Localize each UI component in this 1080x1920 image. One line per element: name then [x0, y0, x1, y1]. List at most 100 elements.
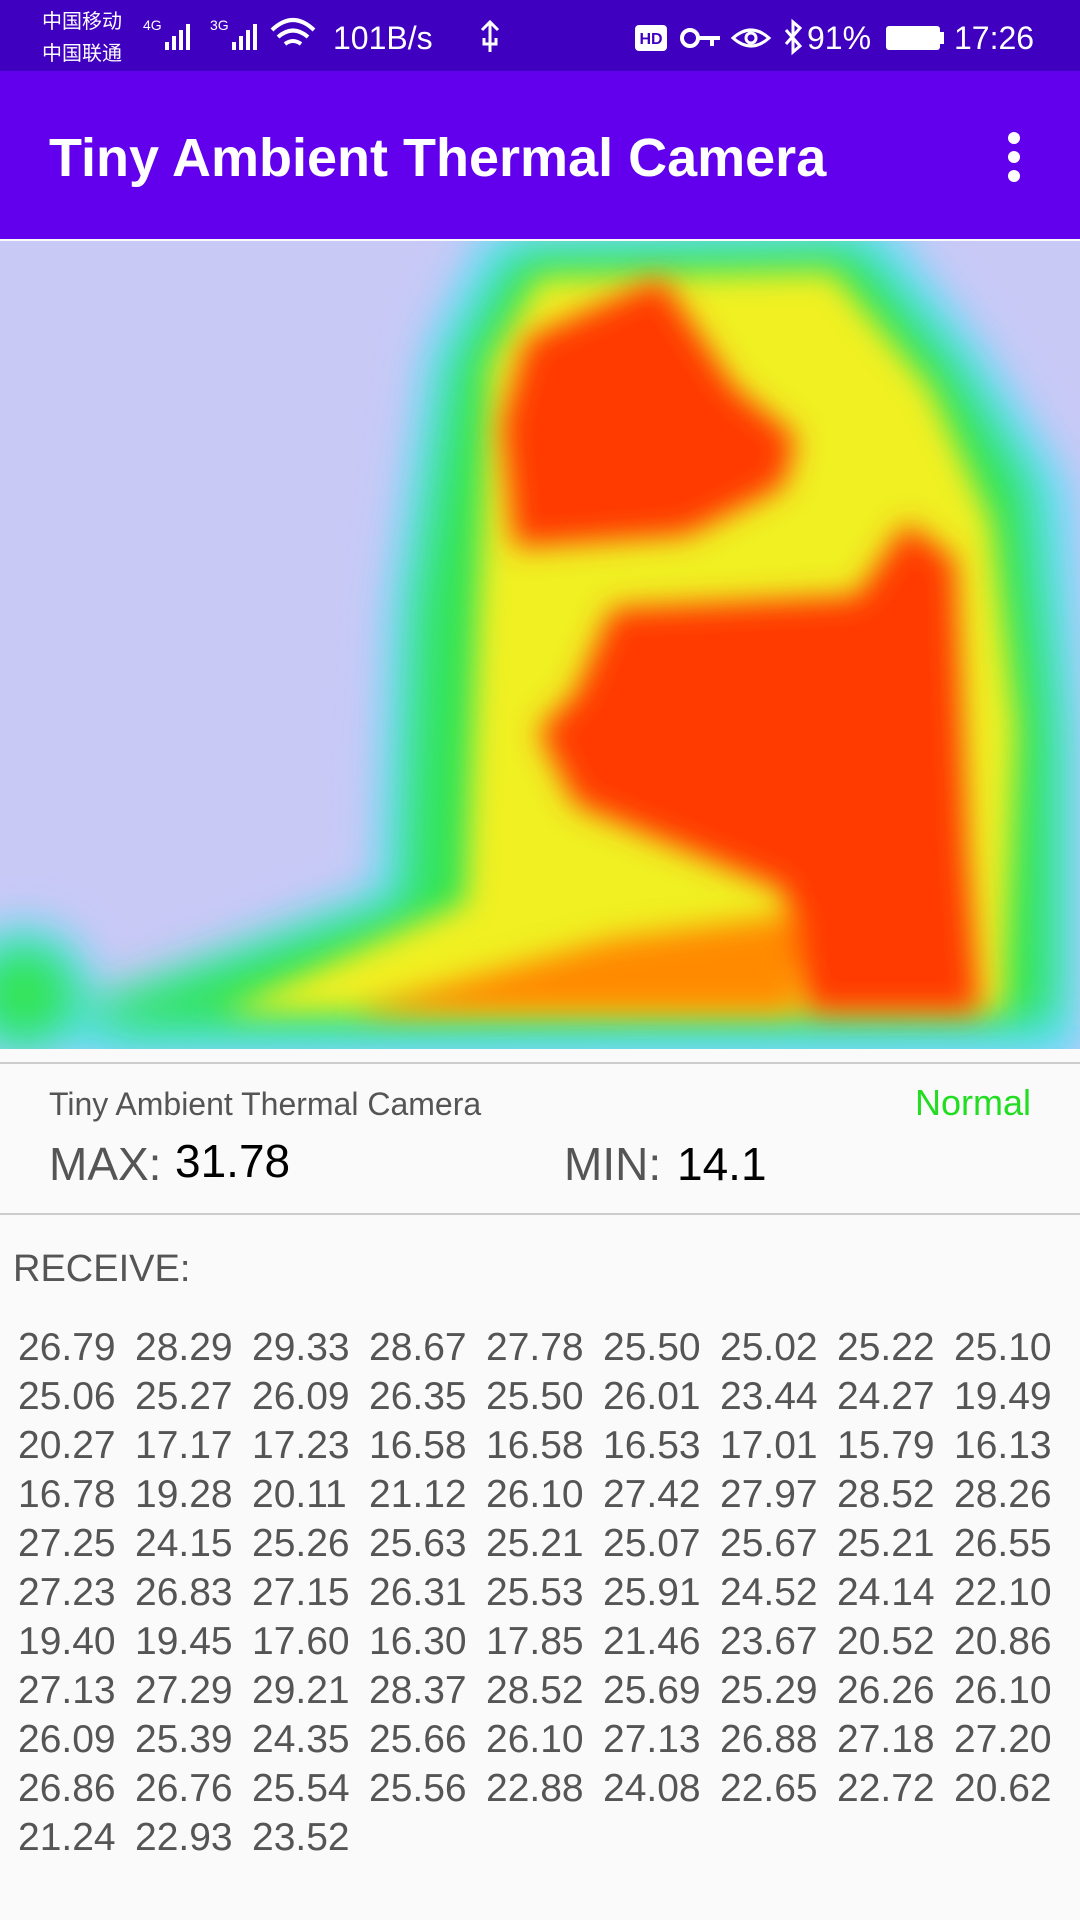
- receive-value: 20.52: [837, 1620, 935, 1663]
- receive-value: 26.35: [369, 1375, 467, 1418]
- receive-value: 21.12: [369, 1473, 467, 1516]
- receive-value: 25.39: [135, 1718, 233, 1761]
- receive-value: 28.37: [369, 1669, 467, 1712]
- receive-value: 25.29: [720, 1669, 818, 1712]
- usb-icon: [480, 19, 500, 52]
- receive-value: 26.88: [720, 1718, 818, 1761]
- receive-value: 21.46: [603, 1620, 701, 1663]
- receive-value: 22.88: [486, 1767, 584, 1810]
- subtitle: Tiny Ambient Thermal Camera: [49, 1086, 481, 1122]
- receive-value: 26.26: [837, 1669, 935, 1712]
- receive-value: 15.79: [837, 1424, 935, 1467]
- receive-value: 24.27: [837, 1375, 935, 1418]
- receive-value: 27.42: [603, 1473, 701, 1516]
- receive-value: 24.35: [252, 1718, 350, 1761]
- receive-value: 25.06: [18, 1375, 116, 1418]
- receive-value: 28.52: [486, 1669, 584, 1712]
- battery-tip: [940, 32, 944, 44]
- battery-icon: [886, 26, 940, 50]
- receive-value: 19.45: [135, 1620, 233, 1663]
- receive-value: 25.53: [486, 1571, 584, 1614]
- receive-value: 16.53: [603, 1424, 701, 1467]
- receive-value: 25.69: [603, 1669, 701, 1712]
- receive-value: 17.60: [252, 1620, 350, 1663]
- receive-value: 16.13: [954, 1424, 1052, 1467]
- receive-value: 25.56: [369, 1767, 467, 1810]
- receive-value: 25.27: [135, 1375, 233, 1418]
- thermal-image: [0, 241, 1080, 1049]
- receive-data: 26.79 28.29 29.33 28.67 27.78 25.50 25.02 25.22…: [18, 1326, 1052, 1859]
- receive-value: 26.10: [954, 1669, 1052, 1712]
- receive-value: 16.78: [18, 1473, 116, 1516]
- receive-value: 27.97: [720, 1473, 818, 1516]
- receive-value: 26.10: [486, 1473, 584, 1516]
- receive-value: 22.72: [837, 1767, 935, 1810]
- app-bar: [0, 71, 1080, 239]
- receive-value: 26.10: [486, 1718, 584, 1761]
- app-title: Tiny Ambient Thermal Camera: [49, 128, 827, 188]
- receive-value: 28.29: [135, 1326, 233, 1369]
- receive-value: 25.91: [603, 1571, 701, 1614]
- overflow-menu[interactable]: [1008, 132, 1020, 182]
- receive-value: 21.24: [18, 1816, 116, 1859]
- carrier: 中国联通: [42, 42, 122, 65]
- receive-value: 26.09: [18, 1718, 116, 1761]
- receive-value: 23.44: [720, 1375, 818, 1418]
- receive-label: RECEIVE:: [13, 1248, 190, 1290]
- receive-value: 22.10: [954, 1571, 1052, 1614]
- receive-value: 24.15: [135, 1522, 233, 1565]
- battery-percent: 91%: [807, 20, 871, 56]
- hd-badge: [635, 25, 667, 51]
- eye-icon: [730, 28, 772, 48]
- network-type: 3G: [210, 17, 229, 33]
- receive-value: 17.85: [486, 1620, 584, 1663]
- net-speed: 101B/s: [333, 20, 433, 56]
- receive-value: 20.86: [954, 1620, 1052, 1663]
- receive-value: 26.86: [18, 1767, 116, 1810]
- receive-value: 22.93: [135, 1816, 233, 1859]
- min-value: 14.1: [677, 1138, 767, 1190]
- key-icon: [680, 28, 720, 48]
- receive-value: 25.50: [603, 1326, 701, 1369]
- receive-value: 28.26: [954, 1473, 1052, 1516]
- receive-value: 29.21: [252, 1669, 350, 1712]
- min-label: MIN:: [564, 1138, 661, 1190]
- receive-value: 25.66: [369, 1718, 467, 1761]
- receive-value: 25.10: [954, 1326, 1052, 1369]
- max-label: MAX:: [49, 1138, 161, 1190]
- receive-value: 27.23: [18, 1571, 116, 1614]
- receive-value: 26.79: [18, 1326, 116, 1369]
- receive-value: 24.08: [603, 1767, 701, 1810]
- receive-value: 25.67: [720, 1522, 818, 1565]
- receive-value: 27.25: [18, 1522, 116, 1565]
- receive-value: 19.40: [18, 1620, 116, 1663]
- receive-value: 28.52: [837, 1473, 935, 1516]
- receive-value: 29.33: [252, 1326, 350, 1369]
- receive-value: 25.26: [252, 1522, 350, 1565]
- carrier: 中国移动: [42, 10, 122, 33]
- network-type: 4G: [143, 17, 162, 33]
- receive-value: 20.27: [18, 1424, 116, 1467]
- receive-value: 23.67: [720, 1620, 818, 1663]
- receive-value: 26.31: [369, 1571, 467, 1614]
- receive-value: 20.62: [954, 1767, 1052, 1810]
- wifi-icon: [270, 18, 316, 46]
- receive-value: 25.22: [837, 1326, 935, 1369]
- receive-value: 27.29: [135, 1669, 233, 1712]
- receive-value: 26.83: [135, 1571, 233, 1614]
- receive-value: 27.78: [486, 1326, 584, 1369]
- status-label: Normal: [915, 1082, 1031, 1123]
- receive-value: 16.58: [369, 1424, 467, 1467]
- receive-value: 25.21: [837, 1522, 935, 1565]
- signal-icon: [165, 24, 257, 50]
- receive-value: 26.01: [603, 1375, 701, 1418]
- receive-value: 27.15: [252, 1571, 350, 1614]
- receive-value: 22.65: [720, 1767, 818, 1810]
- receive-value: 17.17: [135, 1424, 233, 1467]
- receive-value: 25.21: [486, 1522, 584, 1565]
- receive-value: 16.58: [486, 1424, 584, 1467]
- clock: 17:26: [954, 20, 1034, 56]
- receive-value: 17.01: [720, 1424, 818, 1467]
